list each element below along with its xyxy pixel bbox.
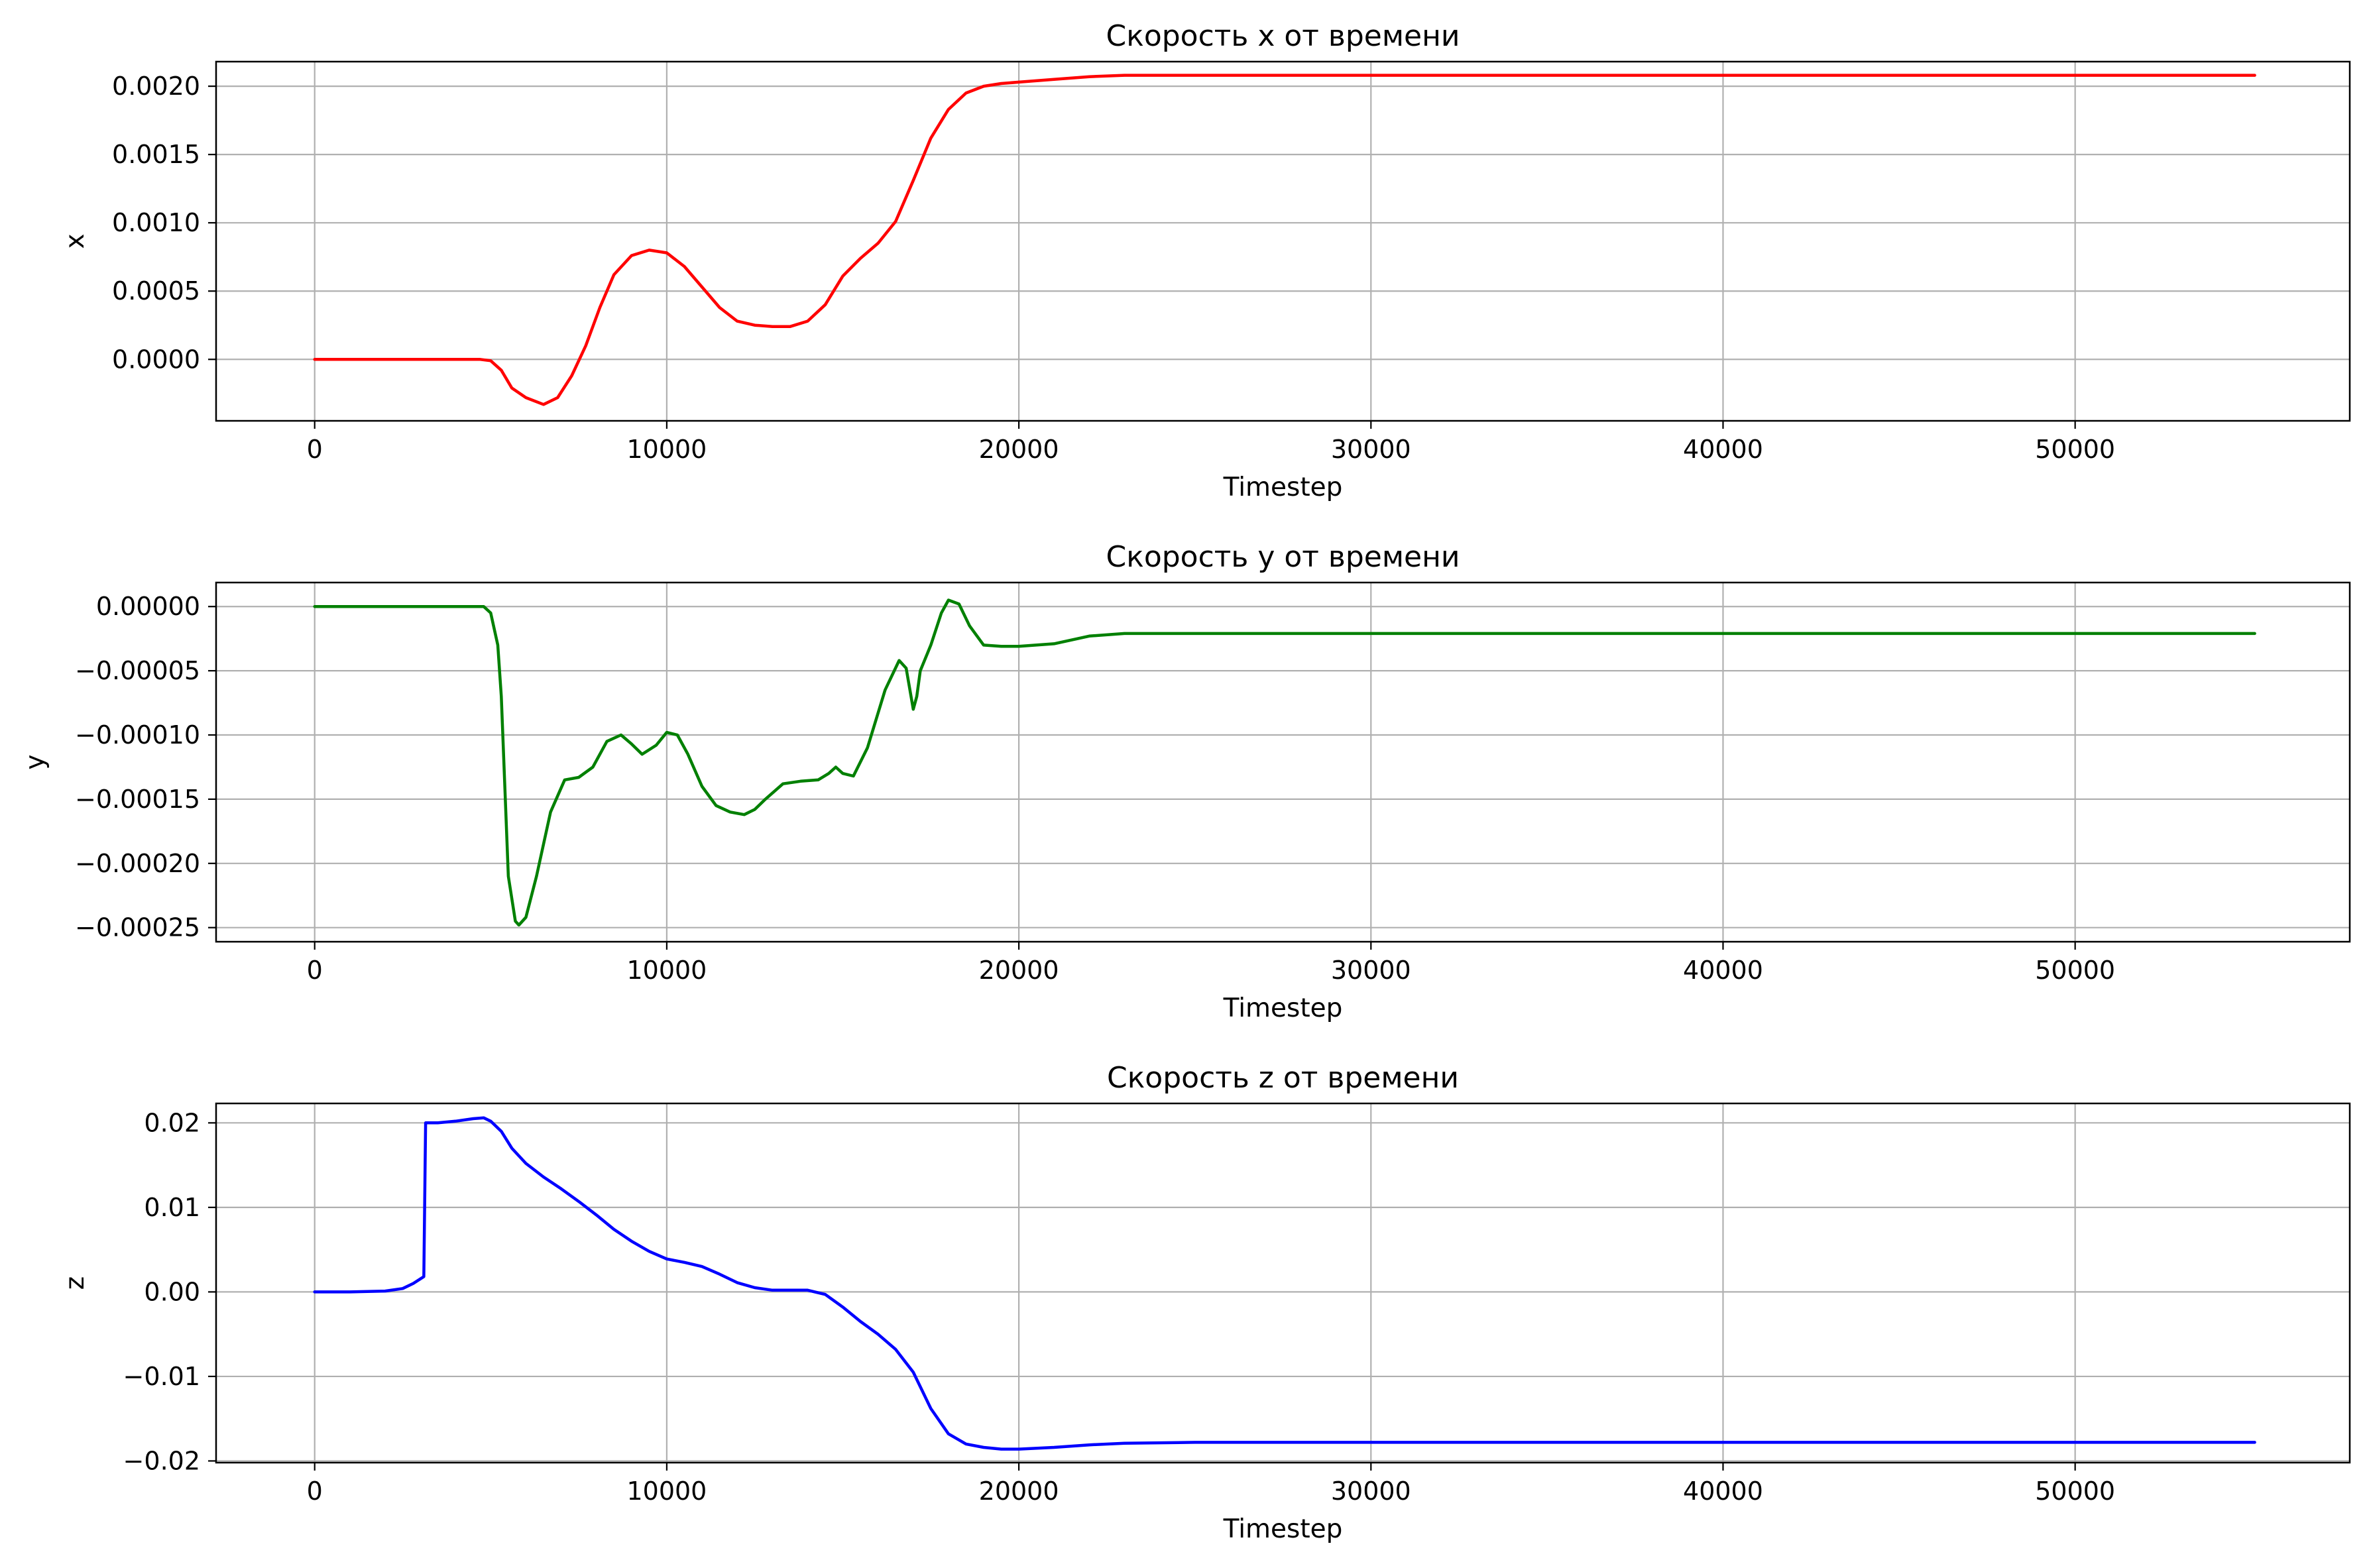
x-tick-label: 0 <box>307 1477 323 1506</box>
x-tick-label: 30000 <box>1331 1477 1411 1506</box>
axes-frame <box>215 1102 2351 1464</box>
y-tick-label: 0.00 <box>144 1277 200 1306</box>
x-tick-label: 30000 <box>1331 435 1411 464</box>
x-tick-label: 20000 <box>979 956 1059 985</box>
y-tick-label: −0.02 <box>123 1446 200 1475</box>
x-tick-label: 40000 <box>1683 1477 1763 1506</box>
x-tick-label: 50000 <box>2035 1477 2115 1506</box>
axes-frame <box>215 60 2351 422</box>
series-line <box>313 598 2256 927</box>
x-tick-label: 50000 <box>2035 956 2115 985</box>
x-tick-label: 30000 <box>1331 956 1411 985</box>
series-line <box>313 1116 2256 1451</box>
chart-panel-2: 0 10000 20000 30000 40000 50000 0.00000 −0.0000… <box>21 540 2351 1023</box>
x-tick-label: 50000 <box>2035 435 2115 464</box>
chart-panel-3: 0 10000 20000 30000 40000 50000 0.02 0.01 0.00 −0… <box>60 1061 2351 1544</box>
series-line <box>313 74 2256 406</box>
x-tick-label: 20000 <box>979 435 1059 464</box>
y-tick-label: 0.0005 <box>112 276 200 306</box>
x-tick-label: 0 <box>307 956 323 985</box>
y-tick-label: 0.02 <box>144 1108 200 1137</box>
y-tick-label: −0.00020 <box>75 849 200 878</box>
axes-frame <box>215 581 2351 943</box>
y-tick-label: 0.0010 <box>112 208 200 237</box>
chart-panel-1: 0 10000 20000 30000 40000 50000 0.0000 0.0005 0.… <box>60 19 2351 502</box>
chart-title: Скорость x от времени <box>1106 19 1460 53</box>
x-axis-label: Timestep <box>1223 993 1343 1023</box>
x-tick-label: 10000 <box>626 435 707 464</box>
x-tick-label: 40000 <box>1683 956 1763 985</box>
x-tick-label: 10000 <box>626 1477 707 1506</box>
chart-title: Скорость y от времени <box>1106 540 1460 574</box>
y-tick-label: −0.00015 <box>75 785 200 814</box>
x-tick-label: 40000 <box>1683 435 1763 464</box>
y-axis-label: z <box>60 1276 90 1290</box>
x-axis-label: Timestep <box>1223 1514 1343 1544</box>
y-tick-label: −0.01 <box>123 1362 200 1391</box>
y-axis-label: x <box>60 233 90 249</box>
x-axis-label: Timestep <box>1223 473 1343 502</box>
x-tick-label: 20000 <box>979 1477 1059 1506</box>
chart-title: Скорость z от времени <box>1107 1061 1459 1095</box>
y-tick-label: −0.00025 <box>75 913 200 942</box>
y-tick-label: 0.0020 <box>112 72 200 101</box>
y-tick-label: 0.01 <box>144 1193 200 1222</box>
x-tick-label: 10000 <box>626 956 707 985</box>
y-tick-label: 0.00000 <box>96 592 200 621</box>
y-tick-label: −0.00010 <box>75 720 200 750</box>
y-tick-label: 0.0000 <box>112 345 200 374</box>
y-axis-label: y <box>21 754 50 769</box>
y-tick-label: 0.0015 <box>112 140 200 169</box>
y-tick-label: −0.00005 <box>75 656 200 685</box>
x-tick-label: 0 <box>307 435 323 464</box>
